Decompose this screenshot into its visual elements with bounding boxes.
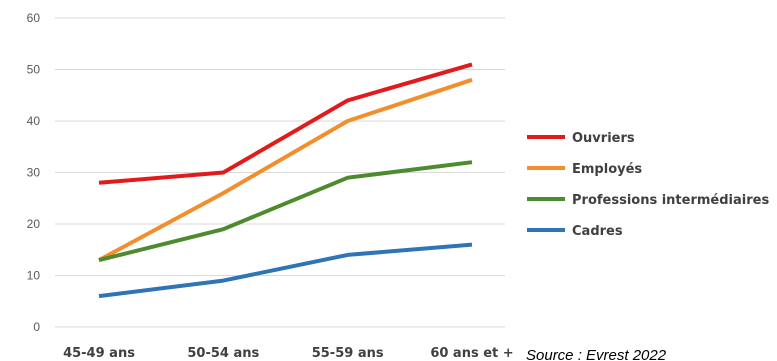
x-category-label: 45-49 ans xyxy=(63,346,135,361)
legend: Ouvriers Employés Professions intermédiair… xyxy=(527,131,769,239)
y-tick-label: 40 xyxy=(27,114,41,128)
x-category-label: 50-54 ans xyxy=(187,346,259,361)
series-line-2 xyxy=(98,77,473,262)
source-annotation: Source : Evrest 2022 xyxy=(526,347,667,361)
series-line-3 xyxy=(98,160,473,263)
series-line-4 xyxy=(98,242,473,299)
y-tick-label: 30 xyxy=(27,166,41,180)
y-tick-label: 20 xyxy=(27,217,41,231)
legend-label-3: Professions intermédiaires xyxy=(572,193,769,208)
gridlines xyxy=(55,17,505,328)
y-tick-label: 50 xyxy=(27,63,41,77)
legend-label-1: Ouvriers xyxy=(572,131,635,146)
series-line-1 xyxy=(98,62,473,185)
legend-label-4: Cadres xyxy=(572,224,623,239)
legend-label-2: Employés xyxy=(572,162,642,177)
y-tick-label: 10 xyxy=(27,269,41,283)
x-axis-category-labels: 45-49 ans 50-54 ans 55-59 ans 60 ans et + xyxy=(63,346,514,361)
y-tick-label: 60 xyxy=(27,11,41,25)
y-tick-label: 0 xyxy=(33,320,40,334)
x-category-label: 60 ans et + xyxy=(430,346,513,361)
y-axis-tick-labels: 0 10 20 30 40 50 60 xyxy=(27,11,41,334)
x-category-label: 55-59 ans xyxy=(312,346,384,361)
series-lines xyxy=(98,62,473,299)
